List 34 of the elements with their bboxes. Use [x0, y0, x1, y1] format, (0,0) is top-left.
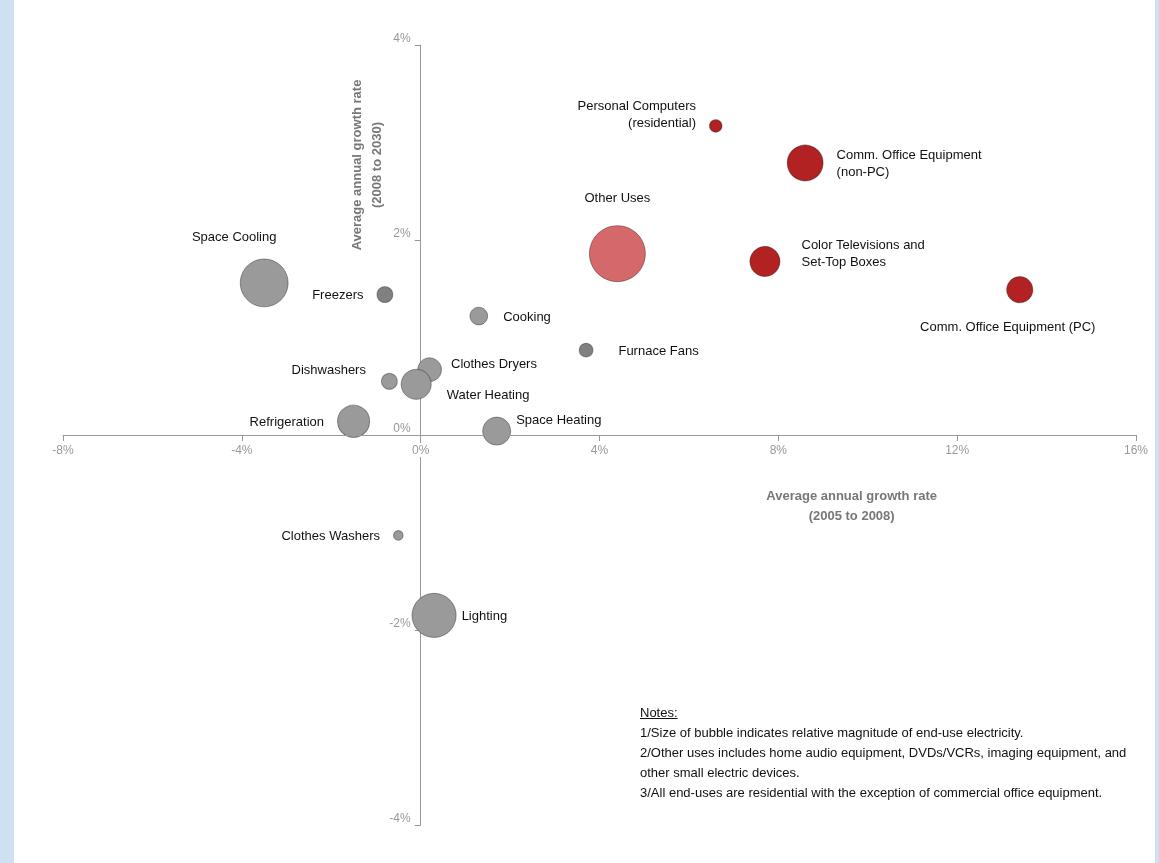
x-tick-label: 12% — [945, 443, 970, 457]
y-axis-title: Average annual growth rate (2008 to 2030) — [349, 79, 385, 251]
x-tick-label: 4% — [590, 443, 609, 457]
x-axis-title: Average annual growth rate (2005 to 2008) — [766, 487, 938, 523]
series-label: Freezers — [312, 287, 364, 303]
series-label: Space Cooling — [191, 229, 277, 245]
series-label: Personal Computers (residential) — [577, 97, 697, 130]
y-tick-label: -2% — [389, 616, 411, 630]
x-tick-label: 16% — [1123, 443, 1149, 457]
series-label: Refrigeration — [249, 413, 325, 429]
y-tick-label: 4% — [393, 31, 411, 45]
series-label: Space Heating — [516, 411, 602, 427]
annotation: 3/All end-uses are residential with the exception of commercial office equipment. — [640, 784, 1104, 802]
y-tick-label: 0% — [393, 421, 411, 435]
series-label: Comm. Office Equipment (non-PC) — [836, 146, 982, 179]
y-tick-label: -4% — [389, 811, 411, 825]
series-label: Cooking — [503, 308, 551, 324]
x-tick-label: -4% — [231, 443, 253, 457]
series-label: Clothes Dryers — [450, 356, 538, 372]
series-label: Clothes Washers — [281, 527, 381, 543]
x-tick-label: -8% — [52, 443, 74, 457]
text: Other Uses — [584, 190, 651, 206]
series-label: Comm. Office Equipment (PC) — [920, 319, 1096, 335]
series-label: Furnace Fans — [618, 342, 700, 358]
x-tick-label: 8% — [769, 443, 788, 457]
x-tick-label: 0% — [411, 443, 430, 457]
annotation: 1/Size of bubble indicates relative magnitude of end-use electricity. — [640, 724, 1025, 742]
series-label: Color Televisions and Set-Top Boxes — [801, 237, 925, 270]
series-label: Water Heating — [446, 386, 530, 402]
series-label: Dishwashers — [291, 361, 367, 377]
annotation: 2/Other uses includes home audio equipment, DVDs/VCRs, imaging equipment, and other small electric devices. — [640, 744, 1128, 782]
y-tick-label: 2% — [393, 226, 411, 240]
series-label: Lighting — [461, 607, 508, 623]
annotation: Notes: — [640, 704, 679, 722]
